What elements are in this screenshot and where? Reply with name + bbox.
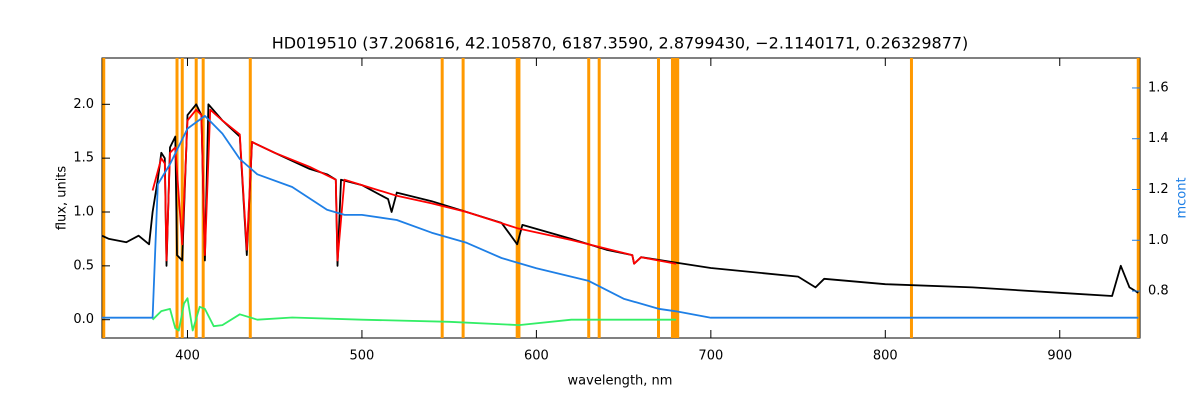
spectrum-line <box>102 103 1139 297</box>
y2-tick-label: 1.2 <box>1148 182 1169 197</box>
x-axis-label: wavelength, nm <box>568 374 673 389</box>
x-tick-label: 800 <box>873 349 898 364</box>
y-tick-label: 2.0 <box>73 97 94 112</box>
y2-tick-label: 1.6 <box>1148 80 1169 95</box>
y-tick-label: 0.0 <box>73 312 94 327</box>
chart-title: HD019510 (37.206816, 42.105870, 6187.359… <box>272 34 969 53</box>
y2-tick-label: 1.0 <box>1148 233 1169 248</box>
x-tick-label: 600 <box>524 349 549 364</box>
y2-axis-label: mcont <box>1175 177 1190 218</box>
x-tick-label: 900 <box>1047 349 1072 364</box>
y-tick-label: 1.0 <box>73 205 94 220</box>
plot-frame <box>101 57 1141 339</box>
x-tick-label: 500 <box>350 349 375 364</box>
plot-area <box>102 58 1140 338</box>
spectrum-line <box>151 297 676 332</box>
x-tick-label: 700 <box>698 349 723 364</box>
spectrum-line <box>102 115 1139 319</box>
y-tick-label: 0.5 <box>73 258 94 273</box>
y2-tick-label: 0.8 <box>1148 284 1169 299</box>
y-axis-label: flux, units <box>55 166 70 231</box>
y2-tick-label: 1.4 <box>1148 131 1169 146</box>
x-tick-label: 400 <box>175 349 200 364</box>
y-tick-label: 1.5 <box>73 151 94 166</box>
spectrum-line <box>151 108 677 265</box>
